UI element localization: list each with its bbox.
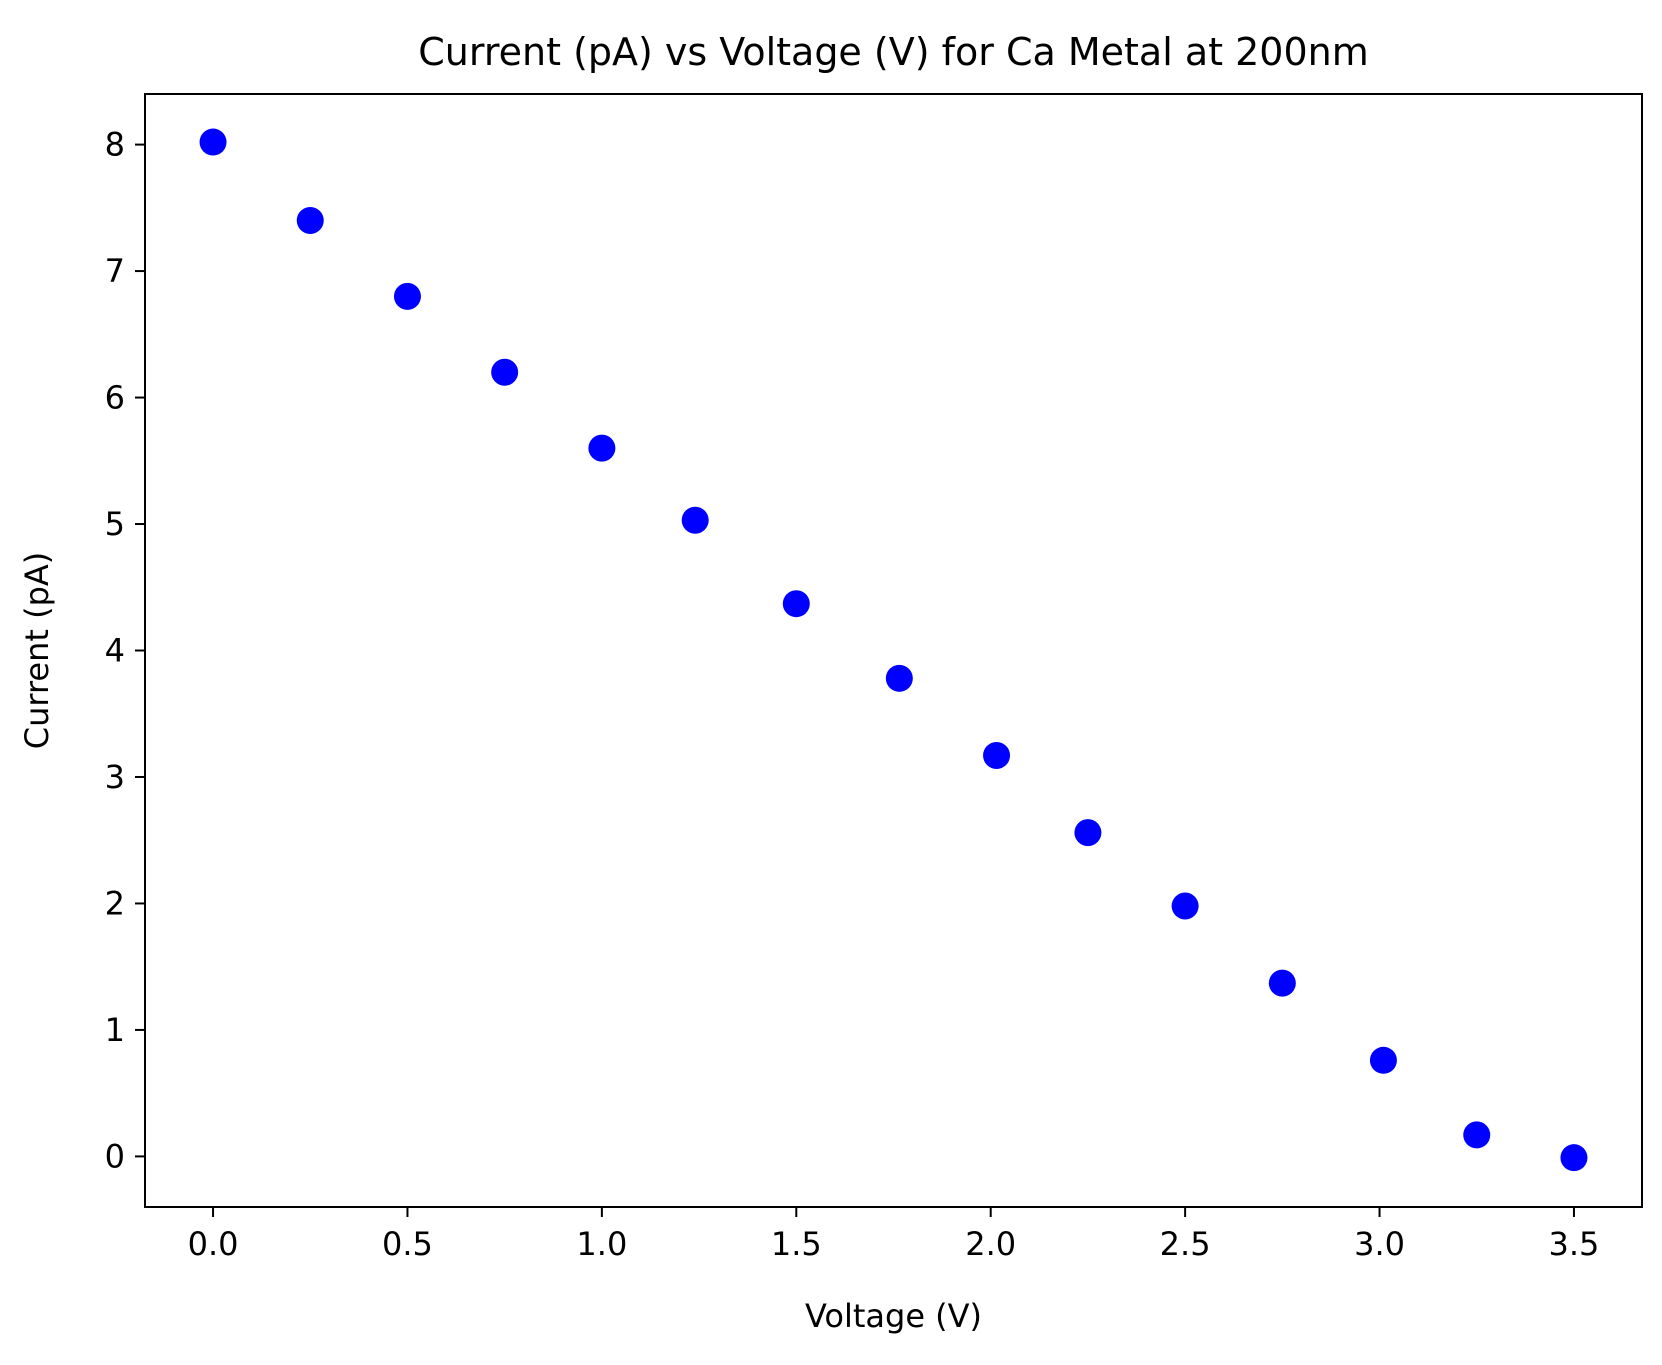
y-tick-label: 7 [105, 252, 125, 290]
y-tick-label: 3 [105, 758, 125, 796]
chart-title: Current (pA) vs Voltage (V) for Ca Metal… [418, 30, 1368, 74]
y-axis-label: Current (pA) [18, 552, 56, 750]
data-point [1268, 969, 1296, 997]
data-point [1463, 1121, 1491, 1149]
x-tick-label: 0.0 [188, 1225, 239, 1263]
data-points [199, 128, 1588, 1172]
x-tick-label: 1.0 [576, 1225, 627, 1263]
x-tick-label: 3.0 [1354, 1225, 1405, 1263]
data-point [491, 358, 519, 386]
x-tick-label: 2.5 [1160, 1225, 1211, 1263]
y-axis: 0 1 2 3 4 5 6 7 8 [105, 126, 145, 1175]
y-tick-label: 1 [105, 1011, 125, 1049]
y-tick-label: 4 [105, 632, 125, 670]
y-tick-label: 5 [105, 505, 125, 543]
data-point [782, 590, 810, 618]
data-point [1074, 819, 1102, 847]
x-tick-label: 0.5 [382, 1225, 433, 1263]
data-point [983, 741, 1011, 769]
data-point [1369, 1046, 1397, 1074]
x-axis: 0.0 0.5 1.0 1.5 2.0 2.5 3.0 3.5 [188, 1207, 1600, 1263]
y-tick-label: 6 [105, 379, 125, 417]
data-point [1560, 1144, 1588, 1172]
x-tick-label: 3.5 [1549, 1225, 1600, 1263]
x-tick-label: 1.5 [771, 1225, 822, 1263]
data-point [393, 282, 421, 310]
data-point [681, 506, 709, 534]
x-axis-label: Voltage (V) [805, 1297, 982, 1335]
data-point [296, 206, 324, 234]
data-point [199, 128, 227, 156]
plot-frame [144, 93, 1643, 1208]
data-point [885, 664, 913, 692]
y-tick-label: 2 [105, 884, 125, 922]
x-tick-label: 2.0 [965, 1225, 1016, 1263]
y-tick-label: 0 [105, 1137, 125, 1175]
y-tick-label: 8 [105, 126, 125, 164]
data-point [588, 434, 616, 462]
data-point [1171, 892, 1199, 920]
